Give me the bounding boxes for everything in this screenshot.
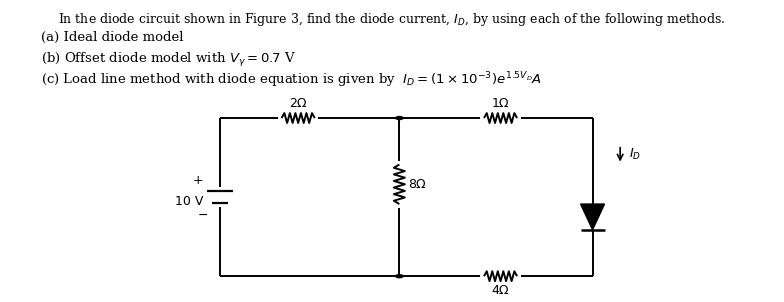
Text: 2Ω: 2Ω (289, 97, 307, 110)
Text: 1Ω: 1Ω (492, 97, 510, 110)
Text: In the diode circuit shown in Figure 3, find the diode current, $I_D$, by using : In the diode circuit shown in Figure 3, … (58, 11, 726, 28)
Text: 8Ω: 8Ω (408, 178, 426, 191)
Circle shape (396, 275, 403, 278)
Polygon shape (581, 204, 604, 230)
Text: (b) Offset diode model with $V_\gamma = 0.7$ V: (b) Offset diode model with $V_\gamma = … (41, 51, 296, 69)
Text: (c) Load line method with diode equation is given by  $I_D = (1 \times 10^{-3})e: (c) Load line method with diode equation… (41, 71, 542, 90)
Text: $I_D$: $I_D$ (630, 147, 641, 162)
Text: (a) Ideal diode model: (a) Ideal diode model (41, 31, 183, 44)
Text: 4Ω: 4Ω (492, 284, 510, 297)
Text: −: − (198, 209, 208, 222)
Text: +: + (193, 174, 203, 187)
Circle shape (396, 117, 403, 120)
Text: 10 V: 10 V (175, 194, 203, 207)
